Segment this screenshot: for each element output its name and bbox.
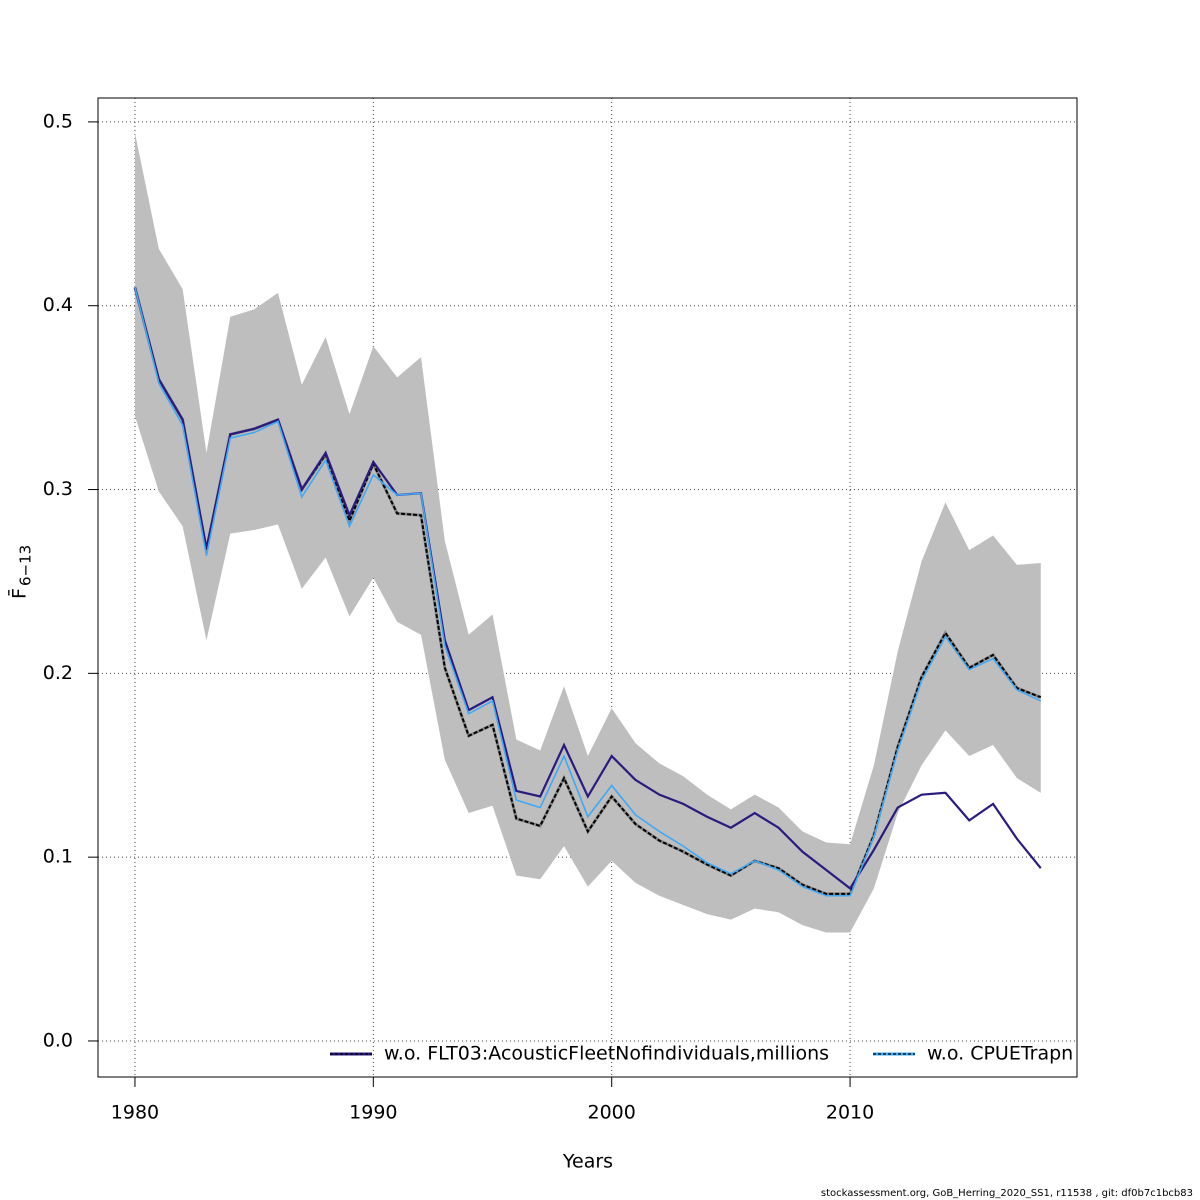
y-label-sub: 6−13 [17,545,35,586]
y-tick-label: 0.2 [43,662,73,684]
series-line [133,287,1042,891]
x-tick-label: 1990 [349,1102,397,1124]
legend-label: w.o. FLT03:AcousticFleetNofindividuals,m… [384,1043,829,1065]
series-line [134,287,1042,897]
y-tick-label: 0.3 [43,478,73,500]
footer: stockassessment.org, GoB_Herring_2020_SS… [821,1188,1193,1199]
x-tick-label: 1980 [111,1102,159,1124]
x-tick-label: 2000 [588,1102,636,1124]
plot-frame [97,97,1078,1078]
y-tick-label: 0.0 [43,1029,73,1051]
legend-label: w.o. CPUETrapn [927,1043,1073,1065]
y-axis-label: F̄ 6−13 [6,545,34,599]
confidence-band [134,132,1041,933]
y-tick-label: 0.1 [43,846,73,868]
x-axis-label: Years [562,1151,613,1173]
x-tick-label: 2010 [826,1102,874,1124]
estimate-line [133,287,1042,895]
y-tick-label: 0.5 [43,110,73,132]
y-label-main: F̄ [6,588,30,599]
y-tick-label: 0.4 [43,294,73,316]
